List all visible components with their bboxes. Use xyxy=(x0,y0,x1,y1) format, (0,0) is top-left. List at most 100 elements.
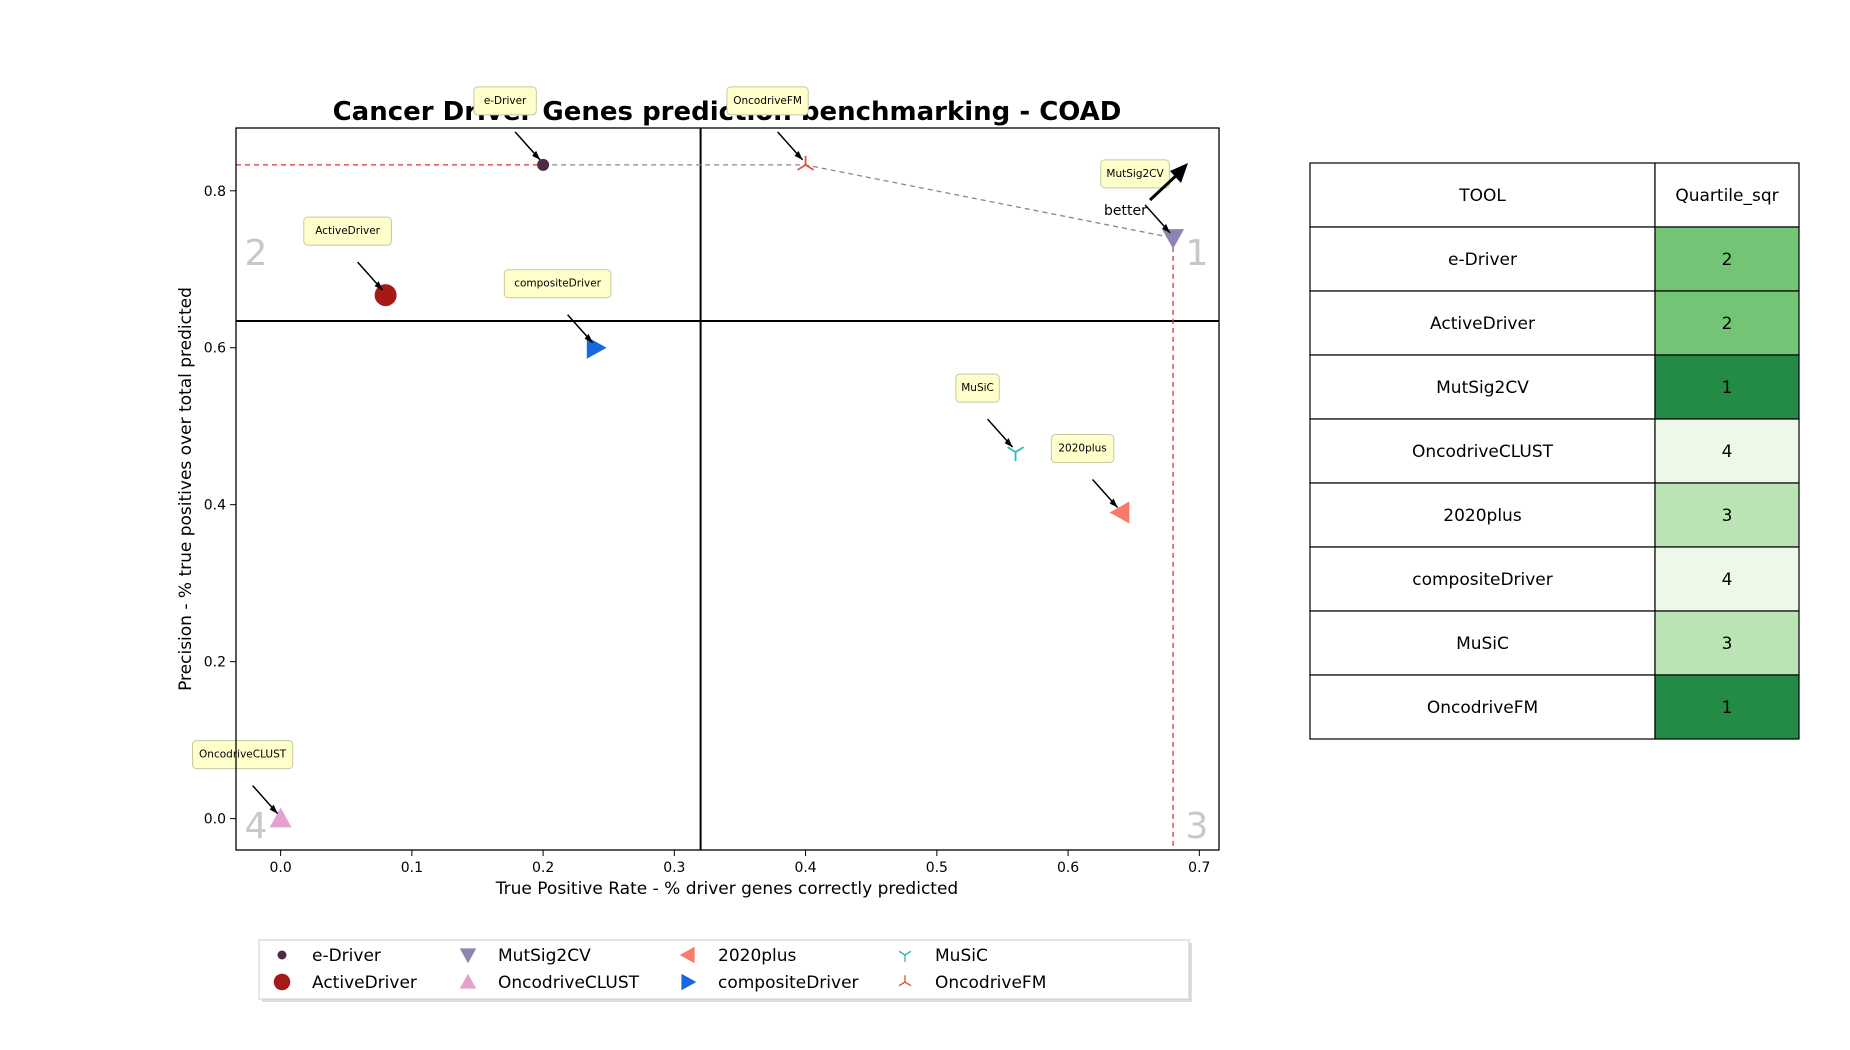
legend-marker-shape-oncodrivefm xyxy=(898,975,912,987)
table-cell-quartile xyxy=(1654,610,1800,676)
callout-arrowhead-e-driver xyxy=(532,150,541,160)
x-tick-label: 0.4 xyxy=(794,860,816,876)
legend-marker-2020plus xyxy=(679,946,695,964)
legend-marker-shape-music xyxy=(898,950,912,962)
point-activedriver xyxy=(374,284,397,307)
quadrant-label-2: 2 xyxy=(245,233,268,274)
table-cell-quartile xyxy=(1654,674,1800,740)
y-tick-label: 0.8 xyxy=(204,184,226,200)
pareto-front-line xyxy=(543,164,1174,239)
callout-arrowhead-compositedriver xyxy=(584,333,593,343)
table-cell-quartile xyxy=(1654,418,1800,484)
quartile-table: TOOL Quartile_sqr e-Driver 2 ActiveDriver 2 Mu… xyxy=(1309,162,1800,740)
callout-box-activedriver xyxy=(303,216,392,246)
point-e-driver xyxy=(537,158,550,171)
table-cell-quartile xyxy=(1654,290,1800,356)
x-tick-label: 0.5 xyxy=(926,860,948,876)
scatter-plot: 0.0 0.1 0.2 0.3 0.4 0.5 0.6 0.7 0.0 0.2 0.4 0.6 0.8 1… xyxy=(192,86,1219,876)
callout-label-2020plus: 2020plus xyxy=(1058,443,1106,455)
legend-marker-oncodriveclust xyxy=(459,973,477,989)
table-cell-quartile xyxy=(1654,354,1800,420)
callout-box-mutsig2cv xyxy=(1100,159,1170,189)
y-tick-label: 0.6 xyxy=(204,341,226,357)
y-tick-label: 0.2 xyxy=(204,655,226,671)
callout-arrowhead-music xyxy=(1004,438,1013,448)
table-header-tool: TOOL xyxy=(1458,186,1506,206)
table-header-cell-quartile xyxy=(1654,162,1800,228)
point-oncodrivefm xyxy=(797,155,815,171)
legend-marker-shape-compositedriver xyxy=(681,973,697,991)
callout-label-e-driver: e-Driver xyxy=(484,95,527,107)
plot-frame xyxy=(235,127,1220,851)
quadrant-label-3: 3 xyxy=(1186,806,1209,847)
legend-label-e-driver: e-Driver xyxy=(312,946,381,966)
point-mutsig2cv xyxy=(1162,229,1185,249)
table-tool-name: 2020plus xyxy=(1443,506,1522,526)
table-tool-name: MuSiC xyxy=(1456,634,1509,654)
callout-label-oncodriveclust: OncodriveCLUST xyxy=(199,749,287,761)
callout-arrowhead-oncodriveclust xyxy=(269,804,278,814)
legend-marker-shape-mutsig2cv xyxy=(459,948,477,964)
better-arrow-head xyxy=(1170,163,1188,183)
legend-label-activedriver: ActiveDriver xyxy=(312,973,417,993)
better-arrow-shaft xyxy=(1148,170,1182,202)
table-quartile-value: 3 xyxy=(1722,634,1733,654)
callout-label-mutsig2cv: MutSig2CV xyxy=(1106,168,1164,180)
point-oncodriveclust xyxy=(269,807,292,828)
table-tool-name: compositeDriver xyxy=(1412,570,1553,590)
table-tool-name: e-Driver xyxy=(1448,250,1517,270)
x-tick-label: 0.6 xyxy=(1057,860,1079,876)
legend-label-mutsig2cv: MutSig2CV xyxy=(498,946,591,966)
legend-marker-shape-activedriver xyxy=(273,973,291,991)
table-tool-name: MutSig2CV xyxy=(1436,378,1529,398)
table-cell-tool xyxy=(1309,290,1656,356)
point-2020plus xyxy=(1109,501,1130,524)
table-cell-tool xyxy=(1309,354,1656,420)
callout-box-compositedriver xyxy=(503,269,612,299)
y-tick-label: 0.4 xyxy=(204,498,226,514)
callout-arrowhead-oncodrivefm xyxy=(794,150,803,160)
callout-box-oncodriveclust xyxy=(192,740,294,770)
callout-box-2020plus xyxy=(1050,434,1115,464)
legend-marker-compositedriver xyxy=(681,973,697,991)
quadrant-label-4: 4 xyxy=(245,806,268,847)
table-cell-quartile xyxy=(1654,482,1800,548)
callout-box-oncodrivefm xyxy=(726,86,809,116)
callout-box-music xyxy=(955,373,1000,403)
callout-label-activedriver: ActiveDriver xyxy=(315,225,380,237)
y-tick-label: 0.0 xyxy=(204,812,226,828)
table-quartile-value: 4 xyxy=(1722,442,1733,462)
legend-marker-shape-oncodriveclust xyxy=(459,973,477,989)
table-quartile-value: 2 xyxy=(1722,250,1733,270)
legend-label-2020plus: 2020plus xyxy=(718,946,797,966)
table-quartile-value: 1 xyxy=(1722,378,1733,398)
callout-arrowhead-activedriver xyxy=(374,281,383,291)
quadrant-label-1: 1 xyxy=(1186,233,1209,274)
x-tick-label: 0.3 xyxy=(663,860,685,876)
table-quartile-value: 1 xyxy=(1722,698,1733,718)
legend-marker-shape-2020plus xyxy=(679,946,695,964)
table-cell-tool xyxy=(1309,418,1656,484)
legend-marker-e-driver xyxy=(277,950,287,960)
y-axis-label: Precision - % true positives over total … xyxy=(176,287,196,691)
legend-box xyxy=(258,939,1190,1000)
better-label: better xyxy=(1104,203,1147,219)
callout-label-oncodrivefm: OncodriveFM xyxy=(733,95,802,107)
legend-marker-mutsig2cv xyxy=(459,948,477,964)
legend: e-Driver ActiveDriver MutSig2CV OncodriveCL… xyxy=(258,939,1192,1002)
table-quartile-value: 4 xyxy=(1722,570,1733,590)
table-cell-tool xyxy=(1309,610,1656,676)
table-quartile-value: 3 xyxy=(1722,506,1733,526)
table-tool-name: OncodriveFM xyxy=(1427,698,1538,718)
legend-marker-activedriver xyxy=(273,973,291,991)
x-axis-label: True Positive Rate - % driver genes corr… xyxy=(495,879,958,899)
table-tool-name: OncodriveCLUST xyxy=(1412,442,1554,462)
legend-label-compositedriver: compositeDriver xyxy=(718,973,859,993)
callout-label-compositedriver: compositeDriver xyxy=(514,278,601,290)
legend-marker-oncodrivefm xyxy=(898,975,912,987)
table-cell-tool xyxy=(1309,226,1656,292)
table-quartile-value: 2 xyxy=(1722,314,1733,334)
callout-label-music: MuSiC xyxy=(961,382,994,394)
legend-label-oncodrivefm: OncodriveFM xyxy=(935,973,1046,993)
